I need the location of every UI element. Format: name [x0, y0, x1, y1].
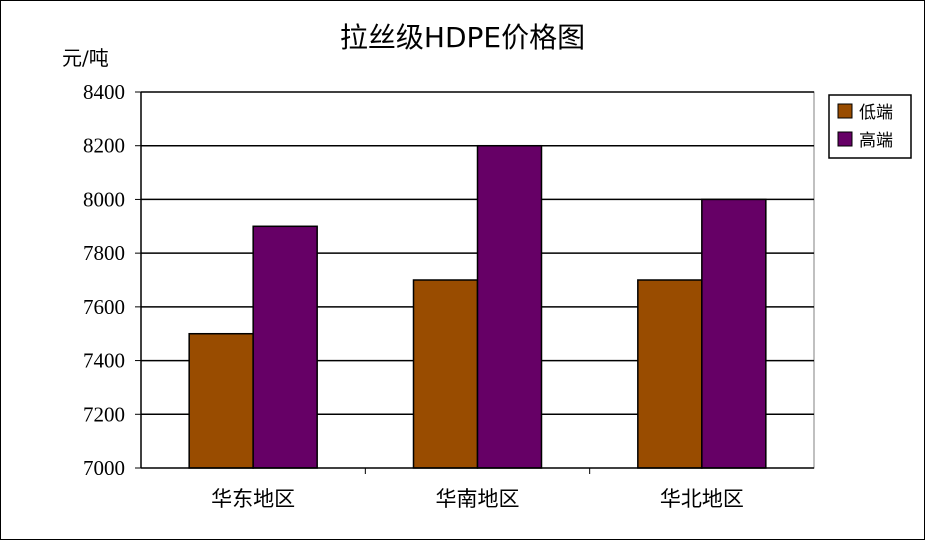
y-tick-labels: 7000 7200 7400 7600 7800 8000 8200 8400	[83, 80, 125, 480]
x-category-labels: 华东地区 华南地区 华北地区	[211, 487, 744, 511]
y-tick-label: 8000	[83, 187, 125, 211]
legend-swatch	[837, 131, 853, 147]
legend-label: 高端	[859, 131, 893, 151]
y-tick-label: 7400	[83, 349, 125, 373]
bar-high	[252, 225, 318, 469]
y-tick-label: 7200	[83, 402, 125, 426]
bar-high	[701, 198, 767, 469]
y-tick-label: 7600	[83, 295, 125, 319]
y-tick-label: 7800	[83, 241, 125, 265]
bar-low	[188, 332, 254, 469]
legend-swatch	[837, 103, 853, 119]
bar-low	[412, 279, 479, 469]
y-tick-label: 8400	[83, 80, 125, 104]
y-tick-label: 7000	[83, 456, 125, 480]
x-category-label: 华南地区	[436, 487, 520, 511]
chart-title: 拉丝级HDPE价格图	[339, 21, 586, 54]
x-category-label: 华北地区	[660, 487, 744, 511]
bar-high	[476, 144, 543, 469]
x-category-label: 华东地区	[211, 487, 295, 511]
y-tick-label: 8200	[83, 134, 125, 158]
axes	[135, 91, 814, 474]
bar-low	[637, 279, 703, 469]
y-axis-unit: 元/吨	[62, 46, 109, 70]
legend-label: 低端	[859, 103, 893, 123]
bars	[188, 144, 767, 469]
